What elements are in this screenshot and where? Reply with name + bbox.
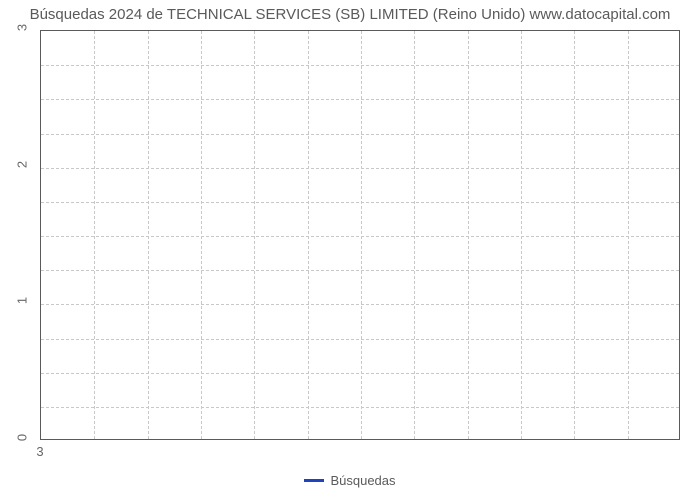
y-tick-label: 1 xyxy=(15,291,30,311)
gridline-vertical xyxy=(308,31,309,439)
chart-container: Búsquedas 2024 de TECHNICAL SERVICES (SB… xyxy=(0,0,700,500)
gridline-vertical xyxy=(94,31,95,439)
gridline-horizontal xyxy=(41,65,679,66)
gridline-vertical xyxy=(148,31,149,439)
gridline-horizontal xyxy=(41,270,679,271)
gridline-vertical xyxy=(361,31,362,439)
y-tick-label: 3 xyxy=(15,18,30,38)
gridline-vertical xyxy=(521,31,522,439)
gridline-vertical xyxy=(574,31,575,439)
gridline-horizontal xyxy=(41,134,679,135)
gridline-horizontal xyxy=(41,373,679,374)
y-tick-label: 2 xyxy=(15,154,30,174)
legend: Búsquedas xyxy=(0,469,700,488)
plot-area xyxy=(40,30,680,440)
gridline-vertical xyxy=(201,31,202,439)
gridline-horizontal xyxy=(41,168,679,169)
legend-item: Búsquedas xyxy=(304,473,395,488)
gridline-vertical xyxy=(254,31,255,439)
chart-title: Búsquedas 2024 de TECHNICAL SERVICES (SB… xyxy=(0,6,700,23)
gridline-horizontal xyxy=(41,236,679,237)
legend-label: Búsquedas xyxy=(330,473,395,488)
gridline-horizontal xyxy=(41,407,679,408)
gridline-horizontal xyxy=(41,304,679,305)
gridline-horizontal xyxy=(41,99,679,100)
x-tick-label: 3 xyxy=(30,444,50,459)
gridline-horizontal xyxy=(41,339,679,340)
gridline-vertical xyxy=(468,31,469,439)
gridline-vertical xyxy=(414,31,415,439)
legend-swatch xyxy=(304,479,324,482)
gridline-vertical xyxy=(628,31,629,439)
y-tick-label: 0 xyxy=(15,428,30,448)
gridline-horizontal xyxy=(41,202,679,203)
